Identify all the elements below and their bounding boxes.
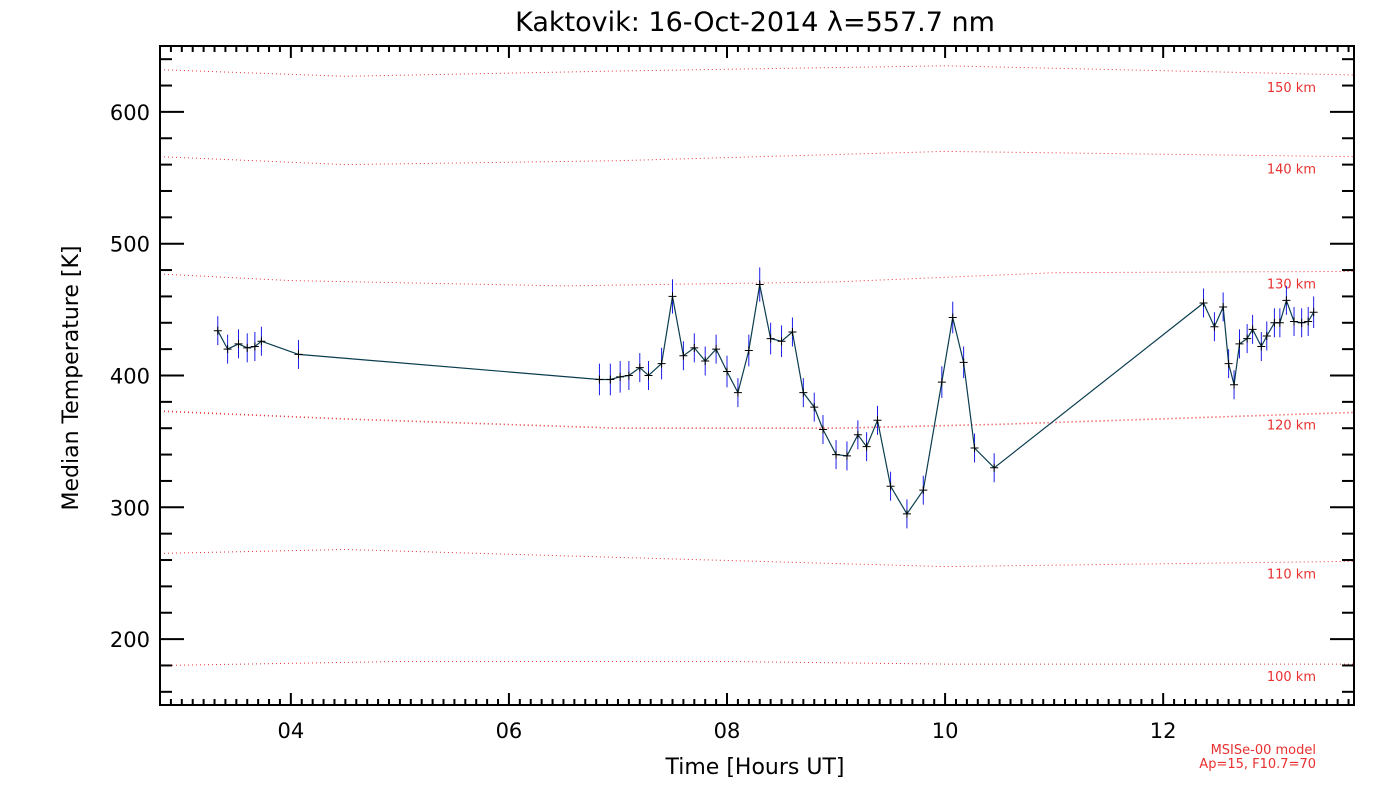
x-tick-label: 08 — [714, 719, 741, 743]
data-point — [733, 388, 742, 397]
y-tick-label: 300 — [110, 496, 150, 520]
y-tick-label: 200 — [110, 628, 150, 652]
reference-line-label: 150 km — [1267, 81, 1316, 96]
data-point — [744, 346, 753, 355]
reference-line — [159, 548, 1355, 568]
data-point — [1304, 317, 1313, 326]
data-point — [1235, 339, 1244, 348]
data-point — [799, 388, 808, 397]
data-point — [1290, 317, 1299, 326]
data-point — [1309, 308, 1318, 317]
data-point — [902, 509, 911, 518]
data-point — [250, 342, 259, 351]
data-point — [243, 343, 252, 352]
y-tick-label: 600 — [110, 101, 150, 125]
data-point — [818, 425, 827, 434]
reference-line-label: 140 km — [1267, 163, 1316, 178]
data-point — [257, 337, 266, 346]
data-point — [679, 351, 688, 360]
data-point — [937, 378, 946, 387]
series-line — [217, 284, 1315, 516]
data-point — [959, 358, 968, 367]
data-point — [635, 363, 644, 372]
data-point — [213, 326, 222, 335]
reference-line-label: 100 km — [1267, 670, 1316, 685]
reference-line-label: 110 km — [1267, 567, 1316, 582]
data-point — [1297, 318, 1306, 327]
data-point — [755, 280, 764, 289]
axes: 04 06 08 10 12 200 300 400 500 600 — [110, 45, 1355, 743]
data-point — [668, 292, 677, 301]
data-point — [595, 375, 604, 384]
reference-line — [159, 661, 1354, 666]
data-point — [723, 367, 732, 376]
data-point — [1230, 380, 1239, 389]
reference-line-label: 130 km — [1267, 277, 1316, 292]
data-point — [862, 442, 871, 451]
reference-line-label: 120 km — [1267, 418, 1316, 433]
model-note-line-2: Ap=15, F10.7=70 — [1199, 757, 1316, 772]
data-point — [842, 451, 851, 460]
reference-line — [159, 410, 1355, 430]
data-point — [810, 403, 819, 412]
reference-line — [159, 270, 1355, 287]
reference-line — [159, 65, 1355, 77]
data-point — [919, 486, 928, 495]
data-point — [788, 328, 797, 337]
data-point — [990, 463, 999, 472]
data-point — [644, 371, 653, 380]
data-point — [1282, 296, 1291, 305]
y-tick-label: 400 — [110, 365, 150, 389]
data-point — [234, 339, 243, 348]
data-point — [948, 313, 957, 322]
data-point — [294, 350, 303, 359]
x-tick-label: 12 — [1150, 719, 1177, 743]
model-note-line-1: MSISe-00 model — [1211, 743, 1316, 758]
y-axis-label: Median Temperature [K] — [59, 246, 84, 511]
data-point — [223, 345, 232, 354]
reference-line — [159, 150, 1355, 166]
data-point — [873, 416, 882, 425]
x-tick-label: 06 — [496, 719, 523, 743]
reference-lines: 100 km 110 km 120 km 130 km 140 km 150 km — [159, 65, 1355, 685]
x-tick-label: 04 — [277, 719, 304, 743]
data-point — [886, 482, 895, 491]
data-point — [1275, 318, 1284, 327]
data-point — [657, 359, 666, 368]
chart-title: Kaktovik: 16-Oct-2014 λ=557.7 nm — [515, 7, 995, 38]
y-tick-label: 500 — [110, 233, 150, 257]
data-point — [777, 337, 786, 346]
data-point — [1219, 302, 1228, 311]
data-point — [832, 450, 841, 459]
data-point — [853, 430, 862, 439]
data-point — [1210, 322, 1219, 331]
data-point — [712, 345, 721, 354]
x-axis-label: Time [Hours UT] — [665, 755, 845, 780]
data-point — [1248, 325, 1257, 334]
data-point — [606, 375, 615, 384]
data-point — [1262, 331, 1271, 340]
x-tick-label: 10 — [932, 719, 959, 743]
data-point — [970, 443, 979, 452]
data-point — [1199, 299, 1208, 308]
data-point — [701, 357, 710, 366]
data-series — [213, 267, 1318, 529]
data-point — [1257, 342, 1266, 351]
data-point — [766, 334, 775, 343]
data-point — [1243, 334, 1252, 343]
data-point — [616, 372, 625, 381]
data-point — [1224, 359, 1233, 368]
data-point — [690, 343, 699, 352]
data-point — [624, 371, 633, 380]
plot-frame — [159, 45, 1355, 706]
